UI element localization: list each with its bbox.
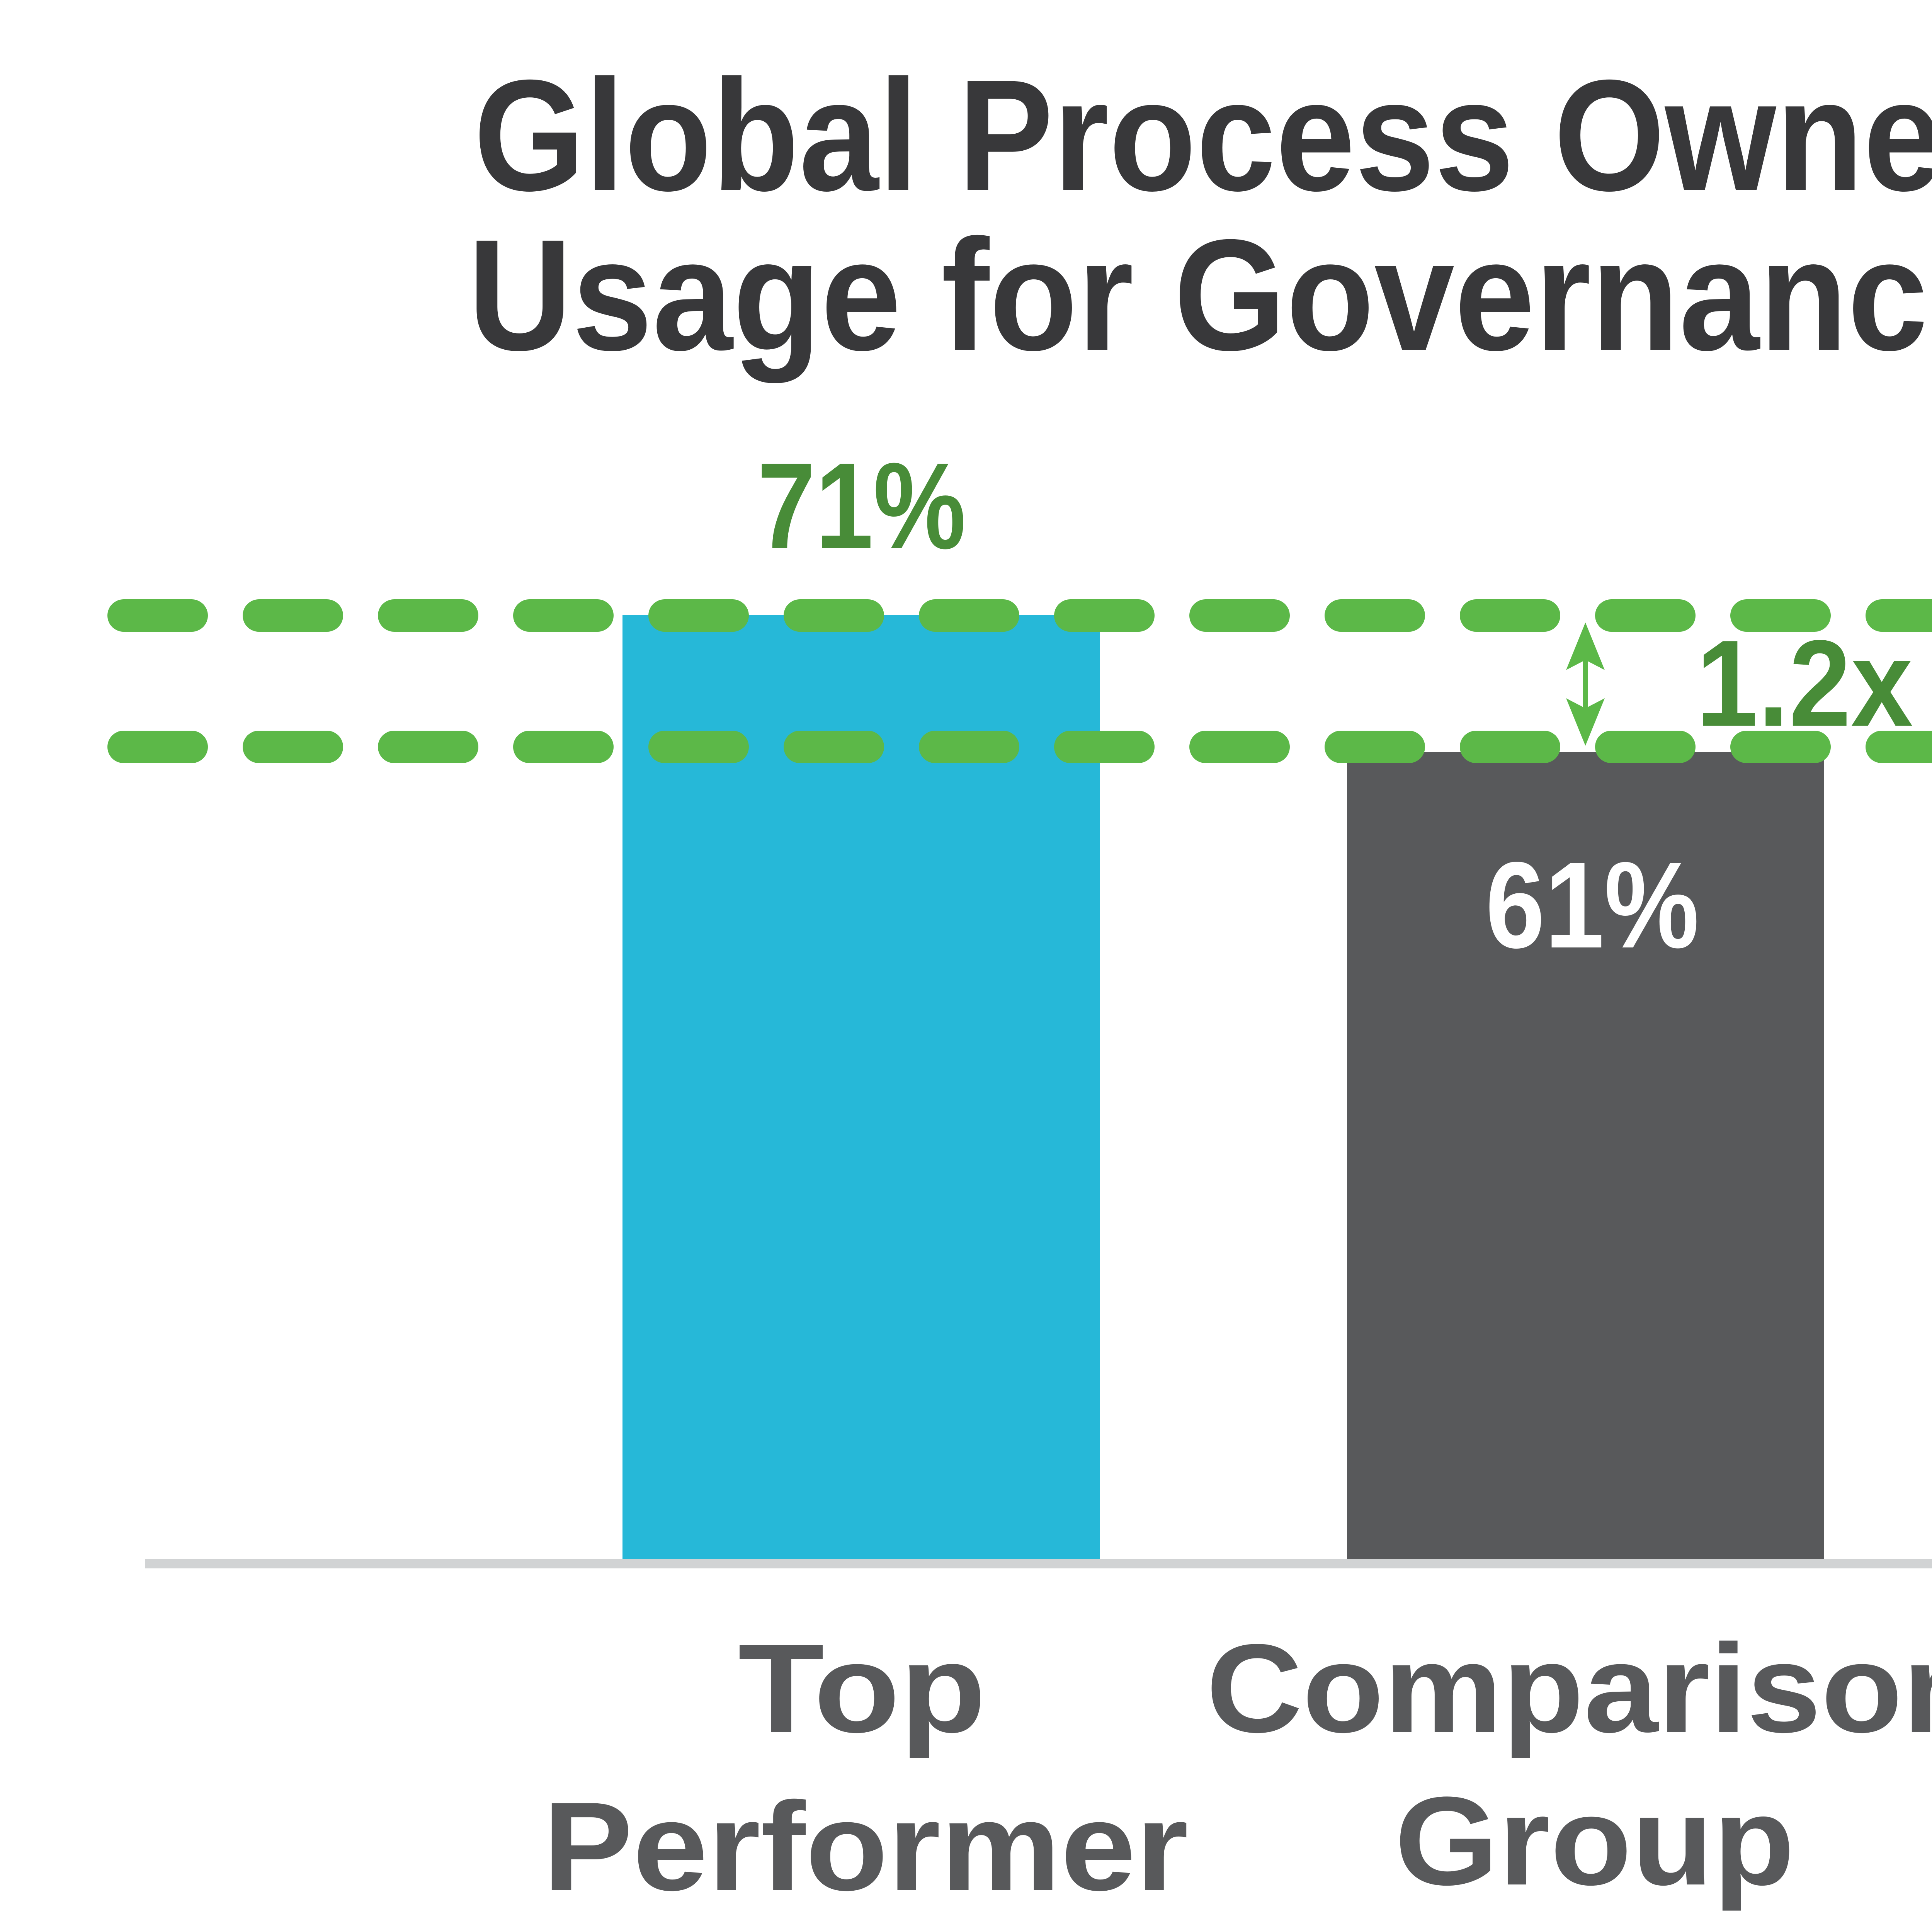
svg-text:Usage for Governance: Usage for Governance [468,206,1932,384]
svg-text:61%: 61% [1486,837,1699,974]
svg-text:Group: Group [1395,1771,1795,1912]
svg-text:Comparison: Comparison [1206,1618,1932,1759]
svg-text:Performer: Performer [543,1776,1189,1917]
svg-text:Group: Group [666,1921,1064,1932]
svg-text:71%: 71% [757,437,966,575]
svg-text:Global Process Owner: Global Process Owner [474,47,1932,224]
svg-text:Top: Top [738,1618,986,1759]
svg-text:1.2x: 1.2x [1696,615,1914,752]
